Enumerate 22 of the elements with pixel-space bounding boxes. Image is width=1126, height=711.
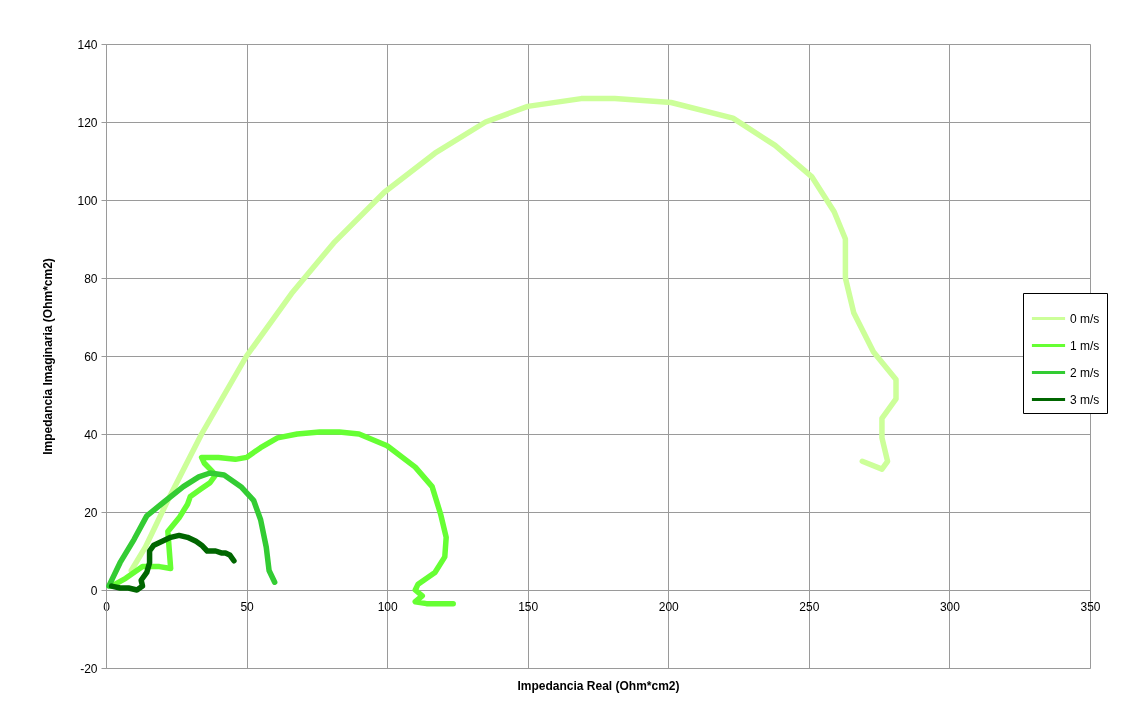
legend-label: 1 m/s [1070,338,1100,353]
y-axis-title: Impedancia Imaginaria (Ohm*cm2) [41,258,56,455]
x-tick-label: 350 [1080,599,1101,614]
x-tick-label: 200 [658,599,680,614]
x-tick-label: 300 [939,599,961,614]
y-tick-label: -20 [80,661,98,676]
x-tick-label: 100 [377,599,398,614]
y-tick-label: 80 [84,271,98,286]
y-tick-label: 140 [77,37,98,52]
legend-label: 0 m/s [1070,311,1100,326]
legend-label: 3 m/s [1070,392,1100,407]
y-tick-label: 120 [77,115,98,130]
y-tick-label: 60 [84,349,98,364]
y-tick-label: 100 [77,193,98,208]
y-tick-label: 20 [84,505,98,520]
x-tick-label: 250 [799,599,820,614]
x-tick-label: 50 [240,599,255,614]
y-tick-label: 40 [84,427,98,442]
legend-label: 2 m/s [1070,365,1100,380]
x-tick-label: 150 [518,599,539,614]
x-axis-title: Impedancia Real (Ohm*cm2) [517,678,680,693]
y-tick-label: 0 [90,583,98,598]
